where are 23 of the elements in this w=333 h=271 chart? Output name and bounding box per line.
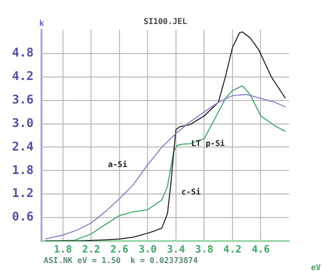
- y-tick-label: 3.0: [12, 116, 34, 130]
- y-tick-label: 2.4: [12, 139, 34, 154]
- y-tick-label: 1.2: [12, 186, 34, 200]
- x-tick-label: 4.2: [223, 244, 242, 256]
- y-tick-label: 4.8: [12, 46, 34, 60]
- x-tick-label: 1.8: [54, 244, 72, 256]
- x-tick-label: 3.0: [138, 244, 157, 256]
- chart-title: SI100.JEL: [144, 17, 188, 26]
- y-tick-label: 0.6: [12, 210, 34, 224]
- series-label: a-Si: [108, 160, 128, 169]
- series-label: LT p-Si: [191, 139, 226, 148]
- x-tick-label: 3.8: [195, 244, 214, 256]
- series-label: c-Si: [181, 187, 201, 196]
- x-tick-label: 2.6: [110, 244, 128, 256]
- x-axis-title: eV: [311, 263, 321, 271]
- text: ASI.NK eV = 1.50 k = 0.02373874: [44, 256, 198, 266]
- x-tick-label: 3.4: [166, 244, 185, 256]
- x-tick-label: 2.2: [82, 244, 100, 256]
- y-axis-title: k: [39, 19, 44, 28]
- y-tick-label: 1.8: [12, 162, 34, 177]
- x-tick-label: 4.6: [252, 244, 270, 256]
- y-tick-label: 4.2: [12, 69, 34, 84]
- y-tick-label: 3.6: [12, 92, 34, 106]
